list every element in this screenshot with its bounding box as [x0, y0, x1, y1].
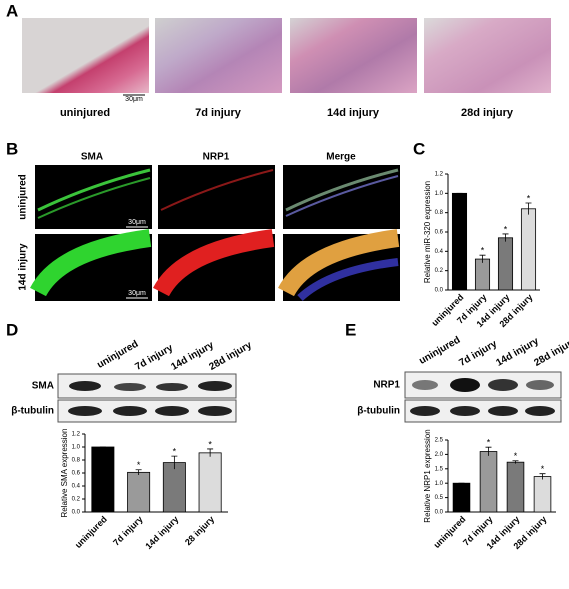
western-blot	[404, 371, 562, 423]
y-tick-label: 0.0	[72, 510, 81, 516]
panel-label: D	[6, 320, 18, 339]
bar	[506, 461, 525, 513]
y-tick-label: 0.8	[72, 458, 81, 464]
significance-mark: *	[137, 460, 141, 470]
blot-label: NRP1	[373, 380, 400, 391]
blot-label: β-tubulin	[357, 406, 400, 417]
significance-mark: *	[527, 193, 531, 203]
he-image	[424, 18, 551, 93]
y-tick-label: 0.4	[72, 484, 81, 490]
he-image	[155, 18, 282, 93]
y-tick-label: 1.0	[435, 191, 444, 197]
row-header: uninjured	[18, 174, 29, 220]
y-tick-label: 0.4	[435, 249, 444, 255]
error-bar	[207, 448, 214, 457]
error-bar	[171, 455, 178, 470]
y-tick-label: 0.6	[435, 230, 444, 236]
bar	[474, 258, 491, 291]
he-image	[290, 18, 417, 93]
y-tick-label: 1.2	[72, 432, 81, 438]
bar	[452, 482, 471, 513]
significance-mark: *	[487, 438, 491, 448]
error-bar	[485, 446, 492, 456]
lane-label: uninjured	[95, 339, 140, 371]
lane-label: 7d injury	[133, 342, 175, 373]
panel-label: B	[6, 139, 18, 158]
y-tick-label: 1.5	[435, 466, 444, 472]
y-tick-label: 1.2	[435, 172, 444, 178]
significance-mark: *	[481, 246, 485, 256]
bar	[127, 471, 151, 513]
x-tick-label: uninjured	[73, 514, 109, 550]
x-tick-label: 28 injury	[183, 514, 216, 547]
significance-mark: *	[541, 464, 545, 474]
blot-label: β-tubulin	[11, 406, 54, 417]
y-tick-label: 1.0	[72, 445, 81, 451]
bar	[162, 462, 186, 513]
significance-mark: *	[208, 439, 212, 449]
column-header: Merge	[326, 152, 356, 163]
y-tick-label: 0.5	[435, 495, 444, 501]
y-tick-label: 0.2	[72, 497, 81, 503]
western-blot	[57, 373, 237, 423]
y-tick-label: 0.2	[435, 268, 444, 274]
scale-bar-label: 30μm	[125, 96, 143, 103]
y-tick-label: 0.0	[435, 510, 444, 516]
error-bar	[502, 233, 509, 242]
he-image	[22, 18, 149, 93]
significance-mark: *	[173, 446, 177, 456]
lane-label: 28d injury	[207, 340, 254, 373]
lane-label: uninjured	[417, 335, 462, 367]
y-tick-label: 0.6	[72, 471, 81, 477]
error-bar	[135, 469, 142, 475]
y-tick-label: 2.5	[435, 438, 444, 444]
error-bar	[525, 202, 532, 215]
y-axis-label: Relative NRP1 expression	[423, 429, 432, 522]
scale-bar-label: 30μm	[128, 219, 146, 226]
bar	[91, 446, 115, 513]
significance-mark: *	[514, 451, 518, 461]
significance-mark: *	[504, 224, 508, 234]
panel-label: E	[345, 320, 356, 339]
y-tick-label: 2.0	[435, 452, 444, 458]
x-tick-label: uninjured	[432, 514, 468, 550]
panel-label: C	[413, 139, 425, 158]
y-axis-label: Relative SMA expression	[60, 429, 69, 518]
bar	[479, 451, 498, 513]
bar	[497, 237, 514, 291]
x-tick-label: 14d injury	[143, 514, 180, 551]
lane-label: 7d injury	[457, 338, 499, 369]
column-header: NRP1	[203, 152, 230, 163]
bar	[198, 452, 222, 513]
bar	[533, 476, 552, 513]
fluorescence-images	[30, 165, 400, 301]
bar	[451, 192, 468, 291]
y-tick-label: 1.0	[435, 481, 444, 487]
y-tick-label: 0.0	[435, 288, 444, 294]
caption: uninjured	[60, 107, 110, 119]
error-bar	[479, 254, 486, 263]
x-tick-label: 7d injury	[111, 514, 145, 548]
blot-label: SMA	[32, 381, 54, 392]
caption: 28d injury	[461, 107, 514, 119]
scale-bar-label: 30μm	[128, 290, 146, 297]
y-tick-label: 0.8	[435, 210, 444, 216]
row-header: 14d injury	[18, 243, 29, 291]
panel-label: A	[6, 1, 18, 20]
error-bar	[512, 460, 519, 464]
column-header: SMA	[81, 152, 103, 163]
y-axis-label: Relative miR-320 expression	[423, 181, 432, 283]
caption: 7d injury	[195, 107, 242, 119]
error-bar	[539, 473, 546, 480]
bar	[520, 208, 537, 291]
caption: 14d injury	[327, 107, 380, 119]
